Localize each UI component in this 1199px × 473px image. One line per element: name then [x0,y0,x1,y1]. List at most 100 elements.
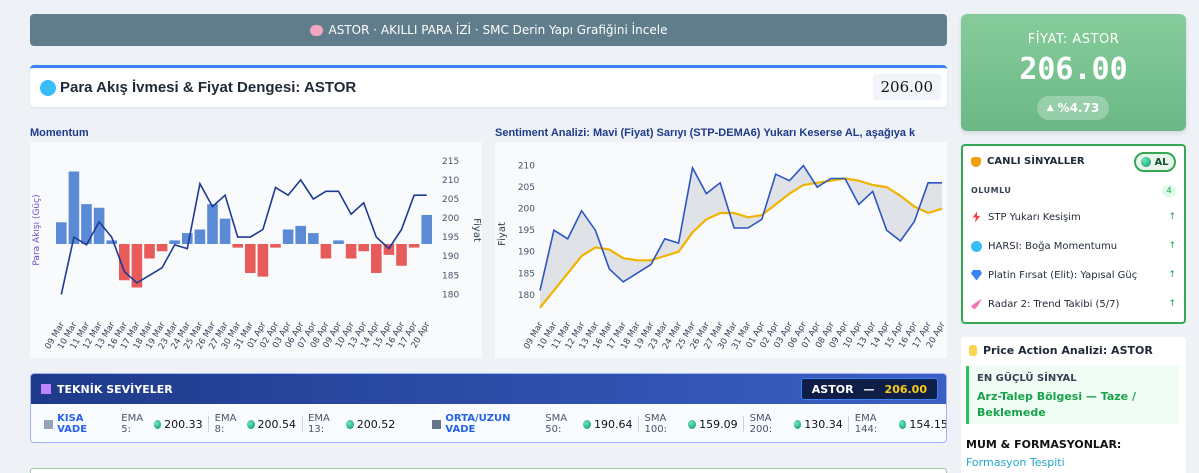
y-axis-label-right: Fiyat [471,218,482,242]
y-tick-label: 190 [518,248,535,258]
ema8-item: EMA 8: 200.54 [215,413,296,435]
momentum-bar [131,244,143,288]
up-arrow-icon: ↑ [1168,241,1176,251]
telescope-icon [432,419,442,429]
technical-levels-header: TEKNİK SEVİYELER [31,374,946,404]
patterns-value[interactable]: Formasyon Tespiti [966,456,1065,469]
diamond-icon [971,269,982,281]
ema144-item: EMA 144: 154.15 [854,413,946,435]
signal-badge[interactable]: AL [1134,152,1176,172]
y-tick-label: 200 [518,205,535,215]
ticker-badge: ASTOR — 206.00 [800,378,938,400]
ticker-price: 206.00 [884,382,927,396]
y-tick-label: 205 [518,183,535,193]
momentum-bar [333,240,344,244]
sma200-value: 130.34 [804,417,843,431]
signal-label: HARSI: Boğa Momentumu [988,240,1118,252]
momentum-bar [106,240,117,244]
patterns-row: MUM & FORMASYONLAR: Formasyon Tespiti [966,436,1181,472]
momentum-bar [421,215,432,244]
short-term-text: KISA VADE [57,413,88,435]
momentum-bar [345,244,357,259]
signal-label: STP Yukarı Kesişim [988,211,1081,223]
momentum-bar [371,244,382,273]
signal-item[interactable]: Platin Fırsat (Elit): Yapısal Güç ↑ [971,264,1176,286]
up-arrow-icon: ↑ [1168,299,1176,309]
momentum-bar [257,244,269,277]
momentum-bar [308,233,319,244]
status-dot-icon [153,419,162,429]
momentum-bar [207,204,218,244]
positive-count: 4 [1162,185,1176,197]
momentum-bar [119,244,130,281]
strongest-signal-box: EN GÜÇLÜ SİNYAL Arz-Talep Bölgesi — Taze… [966,366,1179,424]
momentum-bar [396,244,407,266]
momentum-bar [68,171,80,244]
sma50-label: SMA 50: [545,413,568,435]
price-line [60,178,427,295]
momentum-bar [93,207,105,244]
momentum-bar [408,244,420,248]
status-dot-icon [1141,157,1152,167]
flow-price: 206.00 [872,74,941,100]
y-tick-label: 190 [442,252,459,262]
levels-row: KISA VADE EMA 5: 200.33 EMA 8: 200.54 EMA … [31,412,946,436]
price-card-label: FİYAT: ASTOR [1027,32,1120,47]
y-tick-label: 180 [518,291,535,301]
sma50-value: 190.64 [594,417,633,431]
sma100-label: SMA 100: [644,413,667,435]
momentum-bar [169,240,180,244]
ema5-label: EMA 5: [121,413,144,435]
next-panel-edge [30,468,947,473]
smc-chart-link-button[interactable]: ASTOR · AKILLI PARA İZİ · SMC Derin Yapı… [30,14,947,46]
wave-icon [40,80,56,96]
y-tick-label: 195 [518,226,535,236]
strongest-signal-label: EN GÜÇLÜ SİNYAL [977,373,1077,384]
signal-item[interactable]: Radar 2: Trend Takibi (5/7) ↑ [971,293,1176,315]
ema13-item: EMA 13: 200.52 [308,413,395,435]
status-dot-icon [793,419,802,429]
momentum-chart-panel: Para Akışı (Güç) Fiyat 180 185 190 195 200 205 2… [30,142,482,358]
sentiment-title: Sentiment Analizi: Mavi (Fiyat) Sarıyı (… [495,127,915,139]
y-tick-label: 185 [442,271,459,281]
momentum-title: Momentum [30,127,89,139]
status-dot-icon [246,419,255,429]
divider [743,416,745,432]
status-dot-icon [346,419,354,429]
dema-line [539,177,943,309]
momentum-bar [358,244,369,252]
momentum-bar [320,244,332,259]
signal-item[interactable]: STP Yukarı Kesişim ↑ [971,206,1176,228]
y-tick-label: 195 [442,233,459,243]
up-arrow-icon: ↑ [1168,212,1176,222]
rocket-icon [971,298,982,310]
chart-icon [41,384,51,394]
signal-label: Platin Fırsat (Elit): Yapısal Güç [988,269,1138,281]
sma200-item: SMA 200: 130.34 [750,413,843,435]
sma50-item: SMA 50: 190.64 [545,413,632,435]
up-arrow-icon: ↑ [1168,270,1176,280]
ema144-label: EMA 144: [854,413,878,435]
divider [848,416,850,432]
sma100-item: SMA 100: 159.09 [645,413,738,435]
technical-levels-title: TEKNİK SEVİYELER [57,382,173,396]
price-card: FİYAT: ASTOR 206.00 ▲ %4.73 [961,14,1186,131]
momentum-bar [232,244,243,248]
status-dot-icon [898,419,907,429]
ema5-item: EMA 5: 200.33 [121,413,202,435]
lightning-icon [972,211,981,223]
wave-icon [971,240,982,252]
brain-icon [309,24,323,36]
price-action-panel: Price Action Analizi: ASTOR EN GÜÇLÜ SİN… [961,337,1186,473]
y-axis-label: Fiyat [497,222,508,246]
divider [301,416,303,432]
y-tick-label: 200 [442,214,459,224]
technical-levels-panel: TEKNİK SEVİYELER ASTOR — 206.00 KISA VAD… [30,373,947,443]
banner-text: ASTOR · AKILLI PARA İZİ · SMC Derin Yapı… [328,23,668,37]
signal-item[interactable]: HARSI: Boğa Momentumu ↑ [971,235,1176,257]
price-line [539,164,942,291]
up-arrow-icon: ▲ [1046,103,1054,113]
y-tick-label: 210 [518,162,535,172]
divider [208,416,210,432]
price-action-title: Price Action Analizi: ASTOR [983,344,1153,357]
